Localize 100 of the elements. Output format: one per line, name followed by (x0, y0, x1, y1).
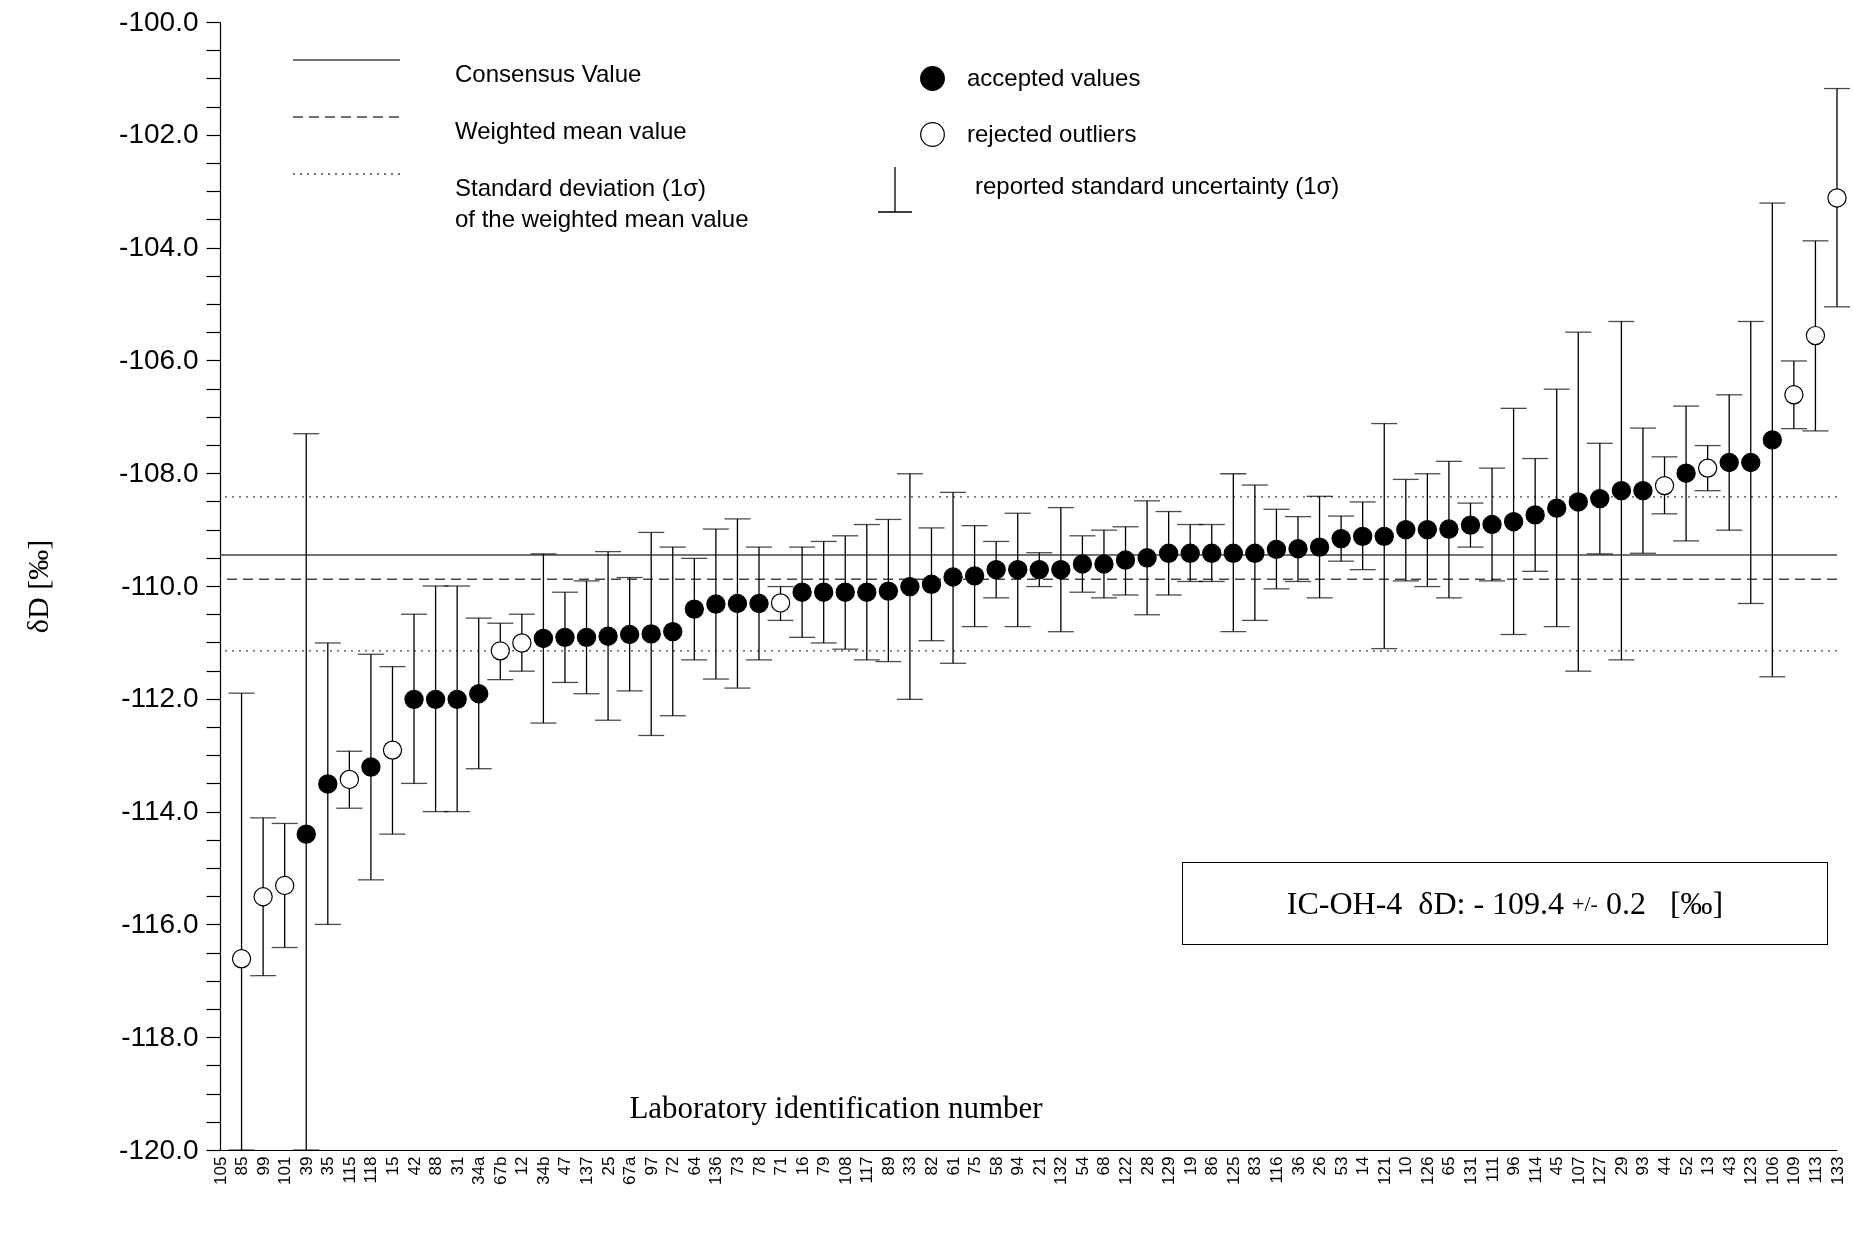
x-tick-label: 64 (684, 1156, 704, 1176)
x-tick-label: 26 (1310, 1156, 1330, 1176)
point (1654, 475, 1675, 496)
x-tick-label: 127 (1590, 1156, 1610, 1185)
x-tick-label: 43 (1719, 1156, 1739, 1176)
x-tick-label: 131 (1460, 1156, 1480, 1185)
x-tick-label: 129 (1159, 1156, 1179, 1185)
annotation: reported standard uncertainty (1σ) (975, 172, 1340, 199)
x-tick-label: 115 (339, 1156, 359, 1184)
x-tick-label: 132 (1051, 1156, 1071, 1185)
y-tick-label: -108.0 (119, 456, 199, 488)
point (1697, 458, 1718, 478)
point (1784, 385, 1804, 405)
x-tick-label: 34b (533, 1156, 553, 1185)
x-tick-label: 82 (921, 1156, 941, 1176)
legend-label: Weighted mean value (455, 117, 687, 144)
x-tick-label: 19 (1180, 1156, 1200, 1176)
x-tick-label: 78 (749, 1156, 769, 1176)
x-tick-label: 71 (771, 1156, 791, 1176)
x-tick-label: 113 (1805, 1156, 1825, 1184)
y-tick-label: -102.0 (119, 118, 199, 150)
x-tick-label: 58 (986, 1156, 1006, 1176)
x-tick-label: 36 (1288, 1156, 1308, 1176)
x-tick-label: 67b (490, 1156, 510, 1185)
y-tick-label: -118.0 (121, 1020, 199, 1052)
x-tick-label: 108 (835, 1156, 855, 1185)
x-tick-label: 47 (555, 1156, 575, 1176)
x-tick-label: 16 (792, 1156, 812, 1176)
legend-label: Consensus Value (455, 60, 642, 87)
x-tick-label: 73 (727, 1156, 747, 1176)
point (770, 593, 791, 613)
x-tick-label: 89 (878, 1156, 898, 1176)
x-tick-label: 52 (1676, 1156, 1696, 1176)
x-tick-label: 14 (1353, 1156, 1373, 1176)
x-tick-label: 12 (512, 1156, 532, 1176)
x-tick-label: 13 (1698, 1156, 1718, 1176)
x-tick-label: 79 (814, 1156, 834, 1176)
x-tick-label: 123 (1741, 1156, 1761, 1185)
x-tick-label: 117 (857, 1156, 877, 1184)
x-tick-label: 54 (1072, 1156, 1092, 1176)
x-tick-label: 39 (296, 1156, 316, 1176)
point (231, 949, 252, 969)
x-tick-label: 44 (1655, 1156, 1675, 1176)
y-tick-label: -110.0 (121, 569, 199, 601)
x-tick-label: 88 (426, 1156, 446, 1176)
y-tick-label: -120.0 (119, 1133, 199, 1165)
x-tick-label: 111 (1482, 1156, 1502, 1183)
x-tick-label: 65 (1439, 1156, 1459, 1176)
x-tick-label: 67a (620, 1155, 640, 1185)
x-tick-label: 109 (1784, 1156, 1804, 1185)
x-tick-label: 133 (1827, 1156, 1847, 1185)
x-tick-label: 137 (577, 1156, 597, 1185)
point (1827, 188, 1847, 208)
point (490, 641, 510, 661)
x-tick-label: 10 (1396, 1156, 1416, 1176)
legend-label: rejected outliers (967, 119, 1137, 147)
x-tick-label: 136 (706, 1156, 726, 1185)
x-tick-label: 15 (382, 1156, 402, 1176)
x-tick-label: 72 (663, 1156, 683, 1176)
x-tick-label: 21 (1029, 1156, 1049, 1176)
x-tick-label: 28 (1137, 1156, 1157, 1176)
x-tick-label: 105 (210, 1156, 230, 1185)
y-tick-label: -114.0 (121, 795, 199, 827)
x-tick-label: 107 (1568, 1156, 1588, 1185)
x-tick-label: 61 (943, 1156, 963, 1176)
x-tick-label: 116 (1266, 1156, 1286, 1184)
x-tick-label: 83 (1245, 1156, 1265, 1176)
x-tick-label: 114 (1525, 1156, 1545, 1184)
x-tick-label: 29 (1611, 1156, 1631, 1176)
x-tick-label: 34a (469, 1155, 489, 1185)
x-tick-label: 97 (641, 1156, 661, 1176)
point (253, 887, 273, 907)
x-tick-label: 25 (598, 1156, 618, 1176)
x-tick-label: 33 (900, 1156, 920, 1176)
x-tick-label: 68 (1094, 1156, 1114, 1176)
x-tick-label: 101 (275, 1156, 295, 1185)
x-tick-label: 86 (1202, 1156, 1222, 1176)
y-tick-label: -100.0 (119, 5, 199, 37)
point (1805, 325, 1826, 346)
x-tick-label: 53 (1331, 1156, 1351, 1176)
x-tick-label: 121 (1374, 1156, 1394, 1185)
legend-label: accepted values (967, 63, 1141, 91)
x-tick-label: 125 (1223, 1156, 1243, 1185)
x-tick-label: 99 (253, 1156, 273, 1176)
y-tick-label: -106.0 (119, 343, 199, 375)
x-tick-label: 118 (361, 1156, 381, 1184)
x-tick-label: 93 (1633, 1156, 1653, 1176)
x-tick-label: 35 (318, 1156, 338, 1176)
point (382, 740, 403, 760)
x-tick-label: 94 (1008, 1156, 1028, 1176)
y-tick-label: -112.0 (121, 682, 199, 714)
x-tick-label: 75 (965, 1156, 985, 1176)
point (275, 875, 295, 896)
x-tick-label: 126 (1417, 1156, 1437, 1185)
y-axis-title: δD [‰] (20, 539, 54, 634)
x-tick-label: 45 (1547, 1156, 1567, 1176)
x-axis-title: Laboratory identification number (629, 1090, 1044, 1125)
x-tick-label: 122 (1116, 1156, 1136, 1185)
x-tick-label: 106 (1762, 1156, 1782, 1185)
point (339, 769, 360, 790)
